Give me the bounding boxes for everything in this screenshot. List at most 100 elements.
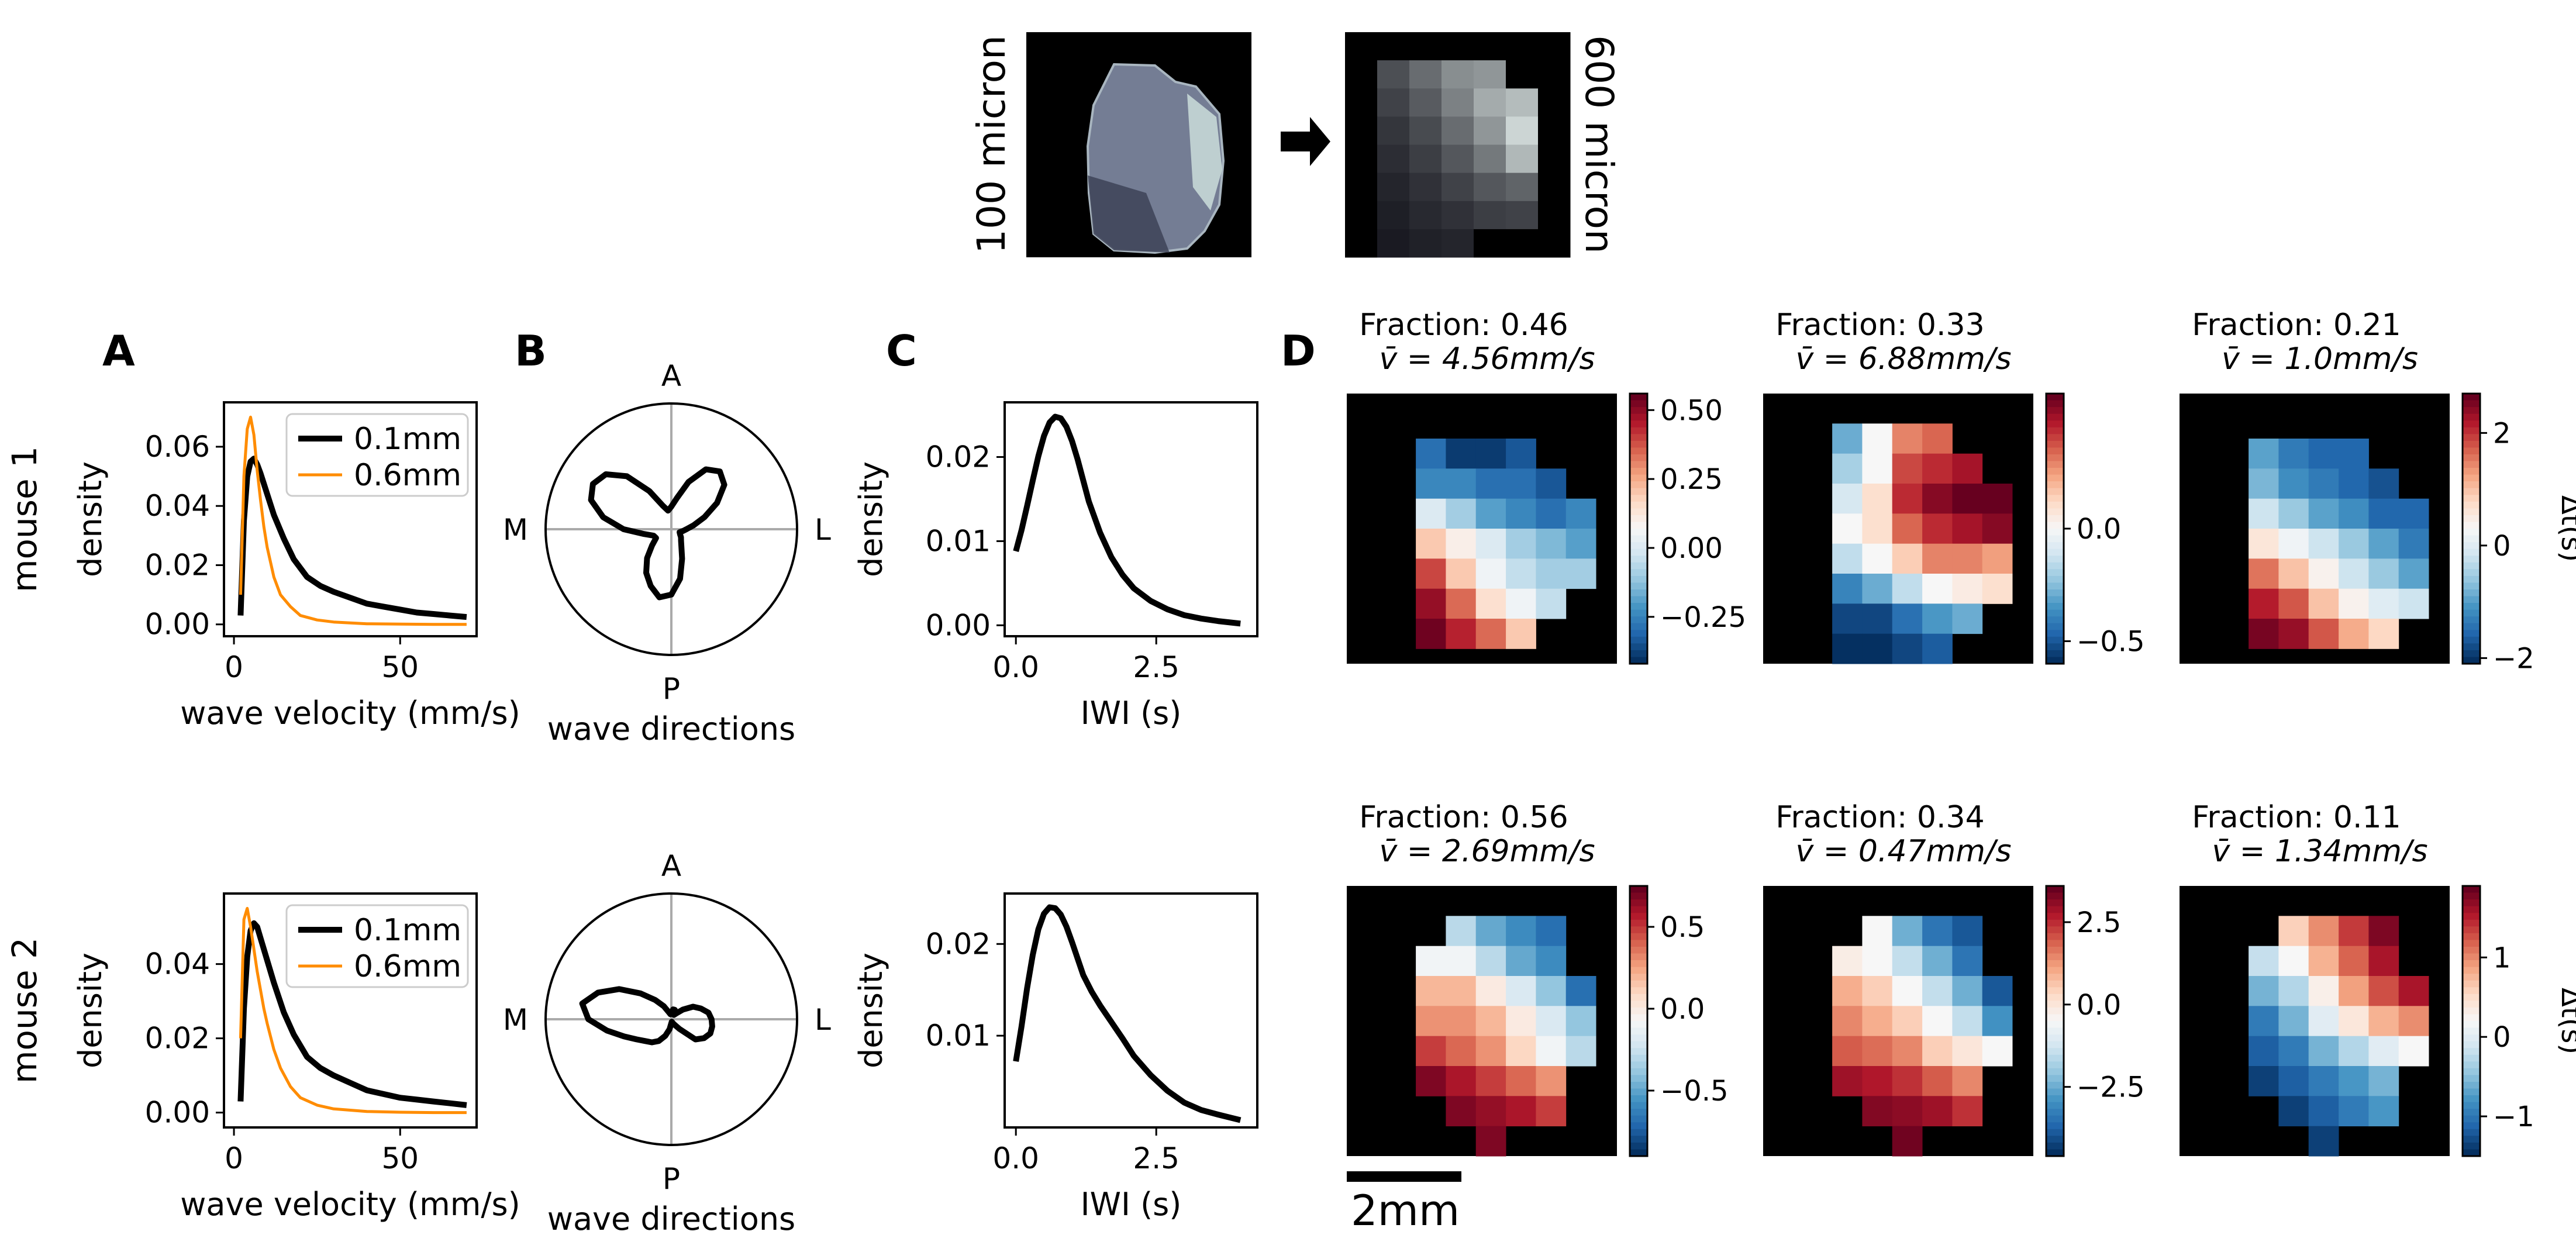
downsample-pixel [1506, 60, 1539, 89]
direction-label-right: L [815, 513, 831, 547]
heatmap-cell [1475, 468, 1506, 499]
heatmap-cell [2368, 1066, 2399, 1096]
colorbar-segment [2046, 589, 2064, 597]
heatmap-cell [1832, 423, 1863, 454]
heatmap-cell [1892, 603, 1923, 634]
heatmap-cell [1416, 498, 1446, 529]
downsample-pixel [1538, 144, 1571, 174]
colorbar-segment [2463, 461, 2480, 469]
colorbar-segment [2046, 556, 2064, 563]
downsample-pixel [1345, 116, 1378, 145]
heatmap-cell [1952, 916, 1983, 947]
heatmap-cell [1475, 946, 1506, 977]
heatmap-title-velocity: v̄ = 2.69mm/s [1379, 834, 1595, 869]
heatmap-cell [1952, 603, 1983, 634]
downsample-pixel [1474, 116, 1506, 145]
downsample-pixel [1345, 144, 1378, 174]
heatmap-cell [2278, 498, 2309, 529]
colorbar-segment [2463, 413, 2480, 422]
colorbar-segment [1630, 960, 1647, 968]
heatmap-cell [1892, 1006, 1923, 1037]
heatmap-cell [2339, 1066, 2369, 1096]
heatmap-cell [1446, 1006, 1477, 1037]
colorbar-segment [2046, 596, 2064, 604]
heatmap-cell [2278, 946, 2309, 977]
colorbar-segment [2046, 1095, 2064, 1103]
colorbar-segment [2046, 1048, 2064, 1056]
colorbar-segment [1630, 886, 1647, 894]
colorbar-tick-label: 0.50 [1660, 394, 1723, 427]
colorbar-segment [2046, 1102, 2064, 1110]
colorbar-segment [2463, 623, 2480, 631]
heatmap-cell [1536, 916, 1567, 947]
colorbar-segment [2046, 427, 2064, 435]
colorbar-segment [2463, 556, 2480, 563]
colorbar-segment [2046, 529, 2064, 536]
colorbar-segment [1630, 440, 1647, 449]
heatmap-cell [1982, 543, 2013, 574]
y-axis-label: density [853, 461, 889, 577]
heatmap-cell [2368, 468, 2399, 499]
downsample-pixel [1345, 32, 1378, 61]
colorbar-segment [2046, 1041, 2064, 1049]
heatmap-cell [2339, 529, 2369, 559]
colorbar-segment [1630, 447, 1647, 455]
colorbar-segment [2463, 481, 2480, 489]
colorbar-segment [2046, 461, 2064, 469]
downsample-pixel [1377, 173, 1410, 202]
downsample-pixel [1345, 229, 1378, 258]
heatmap-cell [1832, 513, 1863, 544]
colorbar-segment [2463, 933, 2480, 941]
colorbar-segment [2046, 535, 2064, 543]
heatmap-cell [1536, 558, 1567, 589]
heatmap-title-fraction: Fraction: 0.46 [1359, 308, 1568, 343]
colorbar-segment [1630, 623, 1647, 631]
colorbar-frame [2461, 885, 2481, 1157]
y-tick-label: 0.04 [145, 489, 210, 523]
colorbar-segment [2046, 1082, 2064, 1089]
colorbar-segment [2463, 630, 2480, 637]
heatmap-cell [1922, 1096, 1953, 1127]
colorbar-segment [1630, 1054, 1647, 1063]
heatmap-cell [1506, 1096, 1536, 1127]
heatmap-cell [1922, 543, 1953, 574]
colorbar-segment [1630, 974, 1647, 981]
heatmap-cell [1416, 558, 1446, 589]
heatmap-title-velocity: v̄ = 1.0mm/s [2222, 342, 2418, 377]
heatmap-cell [1536, 498, 1567, 529]
heatmap-cell [1506, 1036, 1536, 1067]
heatmap-cell [1982, 1006, 2013, 1037]
series-line-06mm [239, 906, 467, 1115]
heatmap-cell [1952, 1036, 1983, 1067]
series-line-01mm [237, 920, 467, 1108]
heatmap-cell [2339, 439, 2369, 469]
heatmap-cell [2398, 1036, 2429, 1067]
colorbar-segment [2463, 1048, 2480, 1056]
axes-frame [1003, 401, 1258, 637]
downsample-pixel [1345, 88, 1378, 117]
colorbar-segment [1630, 481, 1647, 489]
heatmap-cell [1446, 558, 1477, 589]
colorbar-segment [2463, 892, 2480, 901]
colorbar-segment [2046, 953, 2064, 961]
heatmap-cell [1416, 468, 1446, 499]
colorbar-segment [1630, 899, 1647, 907]
colorbar-segment [2046, 1021, 2064, 1029]
heatmap-cell [1862, 453, 1893, 484]
colorbar-segment [1630, 1068, 1647, 1076]
colorbar-segment [2463, 420, 2480, 428]
colorbar-segment [2046, 569, 2064, 577]
panel-label-d: D [1281, 326, 1316, 375]
y-tick-label: 0.00 [926, 608, 991, 642]
colorbar-segment [1630, 994, 1647, 1002]
heatmap-title-velocity: v̄ = 1.34mm/s [2212, 834, 2427, 869]
heatmap-cell [1892, 1036, 1923, 1067]
colorbar-segment [1630, 657, 1647, 665]
colorbar-segment [2046, 575, 2064, 584]
colorbar-tick-label: 0.25 [1660, 463, 1723, 496]
downsample-pixel [1538, 60, 1571, 89]
axes-frame [223, 892, 478, 1129]
colorbar-segment [2463, 919, 2480, 927]
heatmap-cell [1892, 513, 1923, 544]
colorbar-segment [2046, 906, 2064, 914]
